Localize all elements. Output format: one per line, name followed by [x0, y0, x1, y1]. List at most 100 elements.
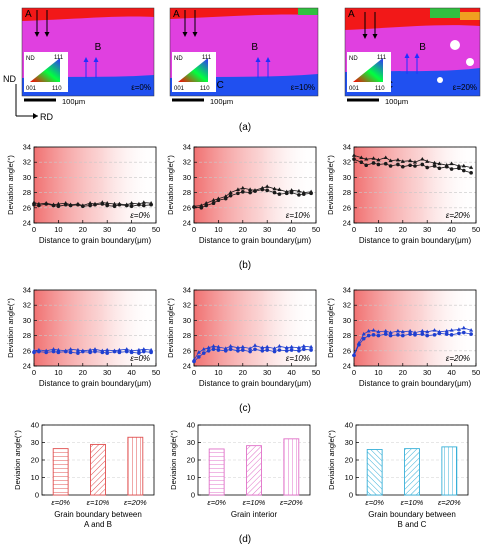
data-point-triangle	[206, 345, 211, 350]
data-point-circle	[68, 350, 73, 355]
data-point-triangle	[204, 201, 209, 205]
y-tick-label: 32	[343, 158, 351, 167]
y-tick-label: 28	[23, 188, 31, 197]
data-point-triangle	[408, 328, 413, 333]
data-point-circle	[248, 349, 252, 354]
data-point-triangle	[31, 200, 37, 204]
data-point-triangle	[309, 344, 314, 349]
data-point-circle	[420, 162, 425, 167]
data-point-triangle	[296, 345, 302, 350]
data-point-triangle	[248, 346, 253, 350]
data-point-triangle	[88, 347, 93, 352]
data-point-circle	[357, 342, 361, 347]
data-point-triangle	[240, 185, 245, 190]
data-point-triangle	[265, 184, 270, 188]
data-point-circle	[272, 349, 277, 354]
data-point-circle	[228, 347, 233, 352]
bar	[52, 448, 69, 496]
data-point-circle	[105, 351, 109, 355]
y-tick-label: 24	[23, 219, 31, 228]
y-tick-label: 10	[187, 473, 195, 482]
region-label-b: B	[419, 42, 426, 53]
data-point-circle	[376, 162, 381, 167]
data-point-triangle	[351, 153, 357, 157]
y-tick-label: 24	[343, 219, 351, 228]
panel-label-a: (a)	[239, 122, 251, 133]
data-point-circle	[88, 350, 92, 355]
data-point-circle	[117, 350, 122, 355]
x-tick-label: 40	[127, 368, 135, 377]
data-point-circle	[51, 203, 56, 208]
bar	[404, 448, 420, 496]
arrow-head	[83, 57, 89, 62]
data-point-triangle	[240, 344, 245, 349]
y-axis-label: Deviation angle(°)	[169, 430, 178, 490]
data-point-circle	[425, 333, 430, 338]
gradient-background	[194, 290, 316, 366]
data-point-circle	[444, 164, 449, 169]
data-point-circle	[449, 333, 454, 337]
data-point-circle	[432, 164, 437, 168]
bar	[90, 443, 106, 496]
data-point-circle	[100, 202, 105, 206]
y-axis-label: Deviation angle(°)	[327, 430, 336, 490]
data-point-circle	[408, 332, 412, 336]
bar-chart-1: 0 10 20 30 40 ε=0% ε=10% ε=20% Deviation angle(°…	[169, 421, 311, 519]
x-tick-label: 50	[472, 225, 480, 234]
data-point-triangle	[364, 156, 369, 161]
data-point-circle	[302, 192, 306, 196]
data-point-circle	[437, 166, 442, 171]
data-point-circle	[63, 202, 68, 207]
data-point-triangle	[432, 328, 437, 332]
arrow-head	[404, 53, 410, 58]
bar	[127, 436, 144, 496]
y-tick-label: 24	[343, 362, 351, 371]
y-tick-label: 20	[187, 456, 195, 465]
y-tick-label: 0	[35, 491, 39, 500]
category-label: ε=20%	[438, 498, 461, 507]
x-tick-label: 0	[352, 368, 356, 377]
data-point-circle	[457, 166, 461, 171]
category-label: ε=10%	[243, 498, 266, 507]
y-tick-label: 30	[31, 438, 39, 447]
data-point-circle	[206, 349, 211, 353]
data-point-circle	[223, 196, 228, 201]
scale-bar-label: 100μm	[210, 97, 233, 106]
data-point-circle	[68, 203, 73, 208]
y-tick-label: 28	[343, 331, 351, 340]
y-tick-label: 32	[23, 301, 31, 310]
data-point-circle	[364, 163, 369, 168]
data-point-circle	[129, 350, 134, 355]
y-tick-label: 32	[343, 301, 351, 310]
y-tick-label: 40	[187, 421, 195, 430]
ipf-triangle	[178, 58, 208, 82]
data-point-circle	[260, 187, 265, 192]
plot-frame	[193, 289, 317, 367]
data-point-circle	[432, 333, 437, 337]
data-point-circle	[137, 202, 141, 207]
data-point-triangle	[105, 201, 110, 205]
data-point-triangle	[277, 344, 282, 348]
data-point-circle	[462, 168, 466, 173]
data-point-triangle	[117, 347, 122, 352]
data-point-circle	[56, 204, 61, 209]
ipf-key-111: 111	[202, 55, 212, 61]
data-point-triangle	[136, 347, 142, 352]
data-point-circle	[32, 202, 36, 207]
data-point-circle	[302, 347, 306, 352]
data-point-circle	[129, 204, 134, 209]
data-point-triangle	[149, 347, 154, 352]
y-axis-label: Deviation angle(°)	[326, 298, 335, 358]
x-tick-label: 40	[447, 368, 455, 377]
data-point-circle	[309, 191, 313, 196]
data-point-triangle	[289, 188, 294, 192]
line-chart-c-0: 0 10 20 30 40 50 24 26 28 30 32 34 Distance to grain…	[6, 286, 160, 389]
y-axis-label: Deviation angle(°)	[326, 155, 335, 215]
x-tick-label: 0	[32, 225, 36, 234]
data-point-circle	[401, 333, 405, 338]
y-tick-label: 20	[31, 456, 39, 465]
data-point-triangle	[395, 157, 401, 162]
x-axis-label: Distance to grain boundary(μm)	[359, 379, 472, 388]
y-tick-label: 32	[183, 158, 191, 167]
data-point-triangle	[129, 201, 134, 205]
